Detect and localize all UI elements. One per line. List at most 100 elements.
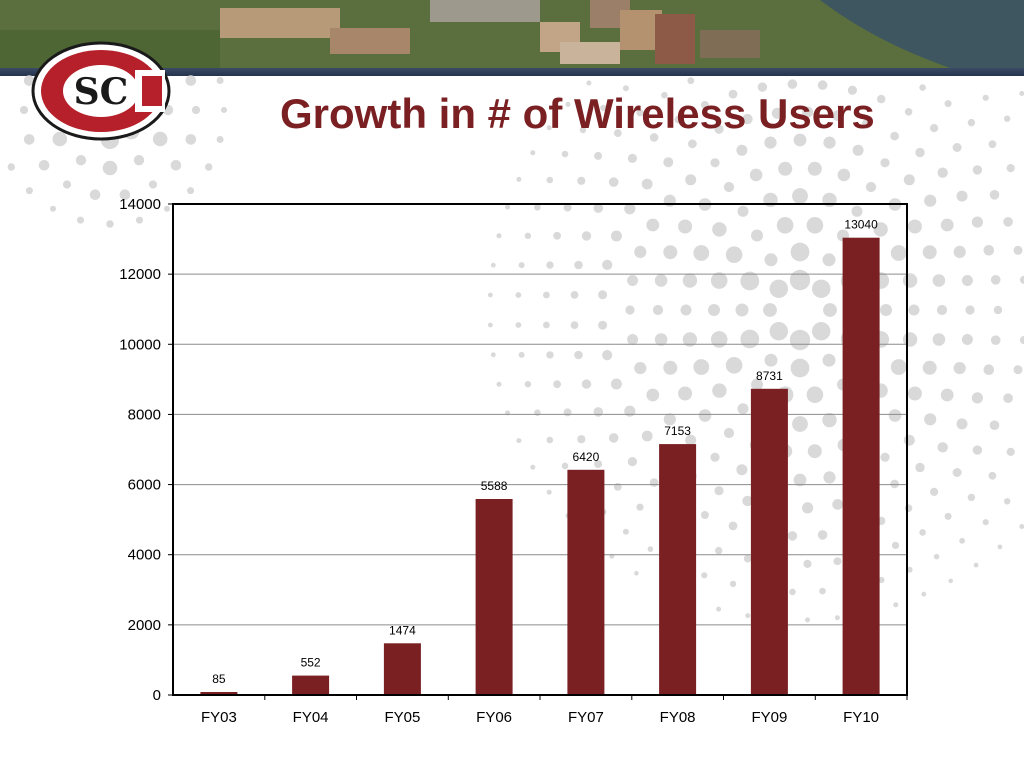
- background-dot: [613, 129, 622, 138]
- data-label-fy06: 5588: [481, 479, 508, 493]
- banner-stripe: [0, 68, 1024, 76]
- background-dot: [1019, 275, 1024, 284]
- background-dot: [865, 181, 877, 193]
- background-dot: [649, 133, 659, 142]
- background-dot: [636, 109, 644, 117]
- background-dot: [822, 253, 836, 267]
- background-dot: [647, 546, 654, 552]
- background-dot: [574, 260, 583, 270]
- background-dot: [693, 245, 710, 261]
- background-dot: [543, 321, 550, 329]
- background-dot: [62, 180, 72, 189]
- background-dot: [742, 495, 753, 507]
- background-dot: [877, 94, 886, 104]
- background-dot: [565, 101, 571, 107]
- background-dot: [940, 388, 954, 402]
- background-dot: [38, 160, 50, 171]
- background-dot: [594, 460, 603, 469]
- background-dot: [1004, 115, 1011, 122]
- plot-area-frame: [172, 203, 908, 696]
- background-dot: [790, 358, 810, 378]
- background-dot: [921, 591, 927, 597]
- background-dot: [932, 274, 946, 287]
- background-dot: [771, 107, 783, 119]
- background-dot: [680, 304, 692, 316]
- background-dot: [185, 134, 197, 145]
- background-dot: [891, 541, 900, 550]
- background-dot: [516, 438, 522, 444]
- background-dot: [983, 364, 995, 376]
- background-dot: [1006, 164, 1015, 173]
- background-dot: [990, 275, 1001, 285]
- background-dot: [959, 537, 965, 544]
- background-dot: [216, 77, 224, 84]
- bar-fy09: [750, 388, 788, 695]
- background-dot: [903, 174, 915, 186]
- background-dot: [688, 139, 697, 149]
- background-dot: [930, 487, 939, 496]
- background-dot: [817, 80, 828, 90]
- background-dot: [546, 351, 554, 359]
- background-dot: [602, 350, 613, 361]
- background-dot: [723, 181, 735, 193]
- background-dot: [880, 304, 892, 316]
- background-dot: [930, 124, 939, 133]
- background-dot: [646, 218, 660, 232]
- background-dot: [888, 409, 902, 422]
- background-dot: [993, 305, 1003, 315]
- background-dot: [948, 578, 953, 584]
- y-tick-label: 0: [153, 687, 161, 704]
- background-dot: [740, 271, 760, 291]
- background-dot: [965, 305, 975, 315]
- x-tick-label: FY07: [568, 709, 604, 726]
- background-dot: [833, 557, 842, 566]
- background-dot: [789, 329, 811, 351]
- background-dot: [924, 413, 937, 426]
- background-dot: [904, 108, 913, 116]
- background-dot: [937, 442, 948, 453]
- data-label-fy05: 1474: [389, 623, 416, 637]
- background-dot: [851, 205, 863, 217]
- x-axis-ticks: FY03 FY04 FY05 FY06 FY07 FY08 FY09 FY10: [201, 695, 908, 726]
- background-dot: [807, 161, 822, 176]
- x-tick-label: FY08: [660, 709, 696, 726]
- background-dot: [776, 217, 794, 234]
- data-labels: 85 552 1474 5588 6420 7153 8731 13040: [212, 218, 878, 686]
- background-dot: [1019, 336, 1024, 345]
- background-dot: [119, 189, 131, 200]
- x-tick-label: FY10: [843, 709, 879, 726]
- background-dot: [805, 617, 810, 623]
- background-dot: [546, 489, 552, 495]
- logo-monogram: SC: [74, 71, 129, 113]
- background-dot: [989, 420, 1000, 431]
- background-dot: [728, 89, 738, 99]
- background-dot: [570, 321, 579, 329]
- background-dot: [988, 471, 997, 480]
- background-dot: [693, 359, 710, 375]
- background-dot: [712, 222, 727, 237]
- x-tick-label: FY09: [751, 709, 787, 726]
- background-dot: [708, 304, 720, 316]
- background-dot: [553, 380, 561, 389]
- background-dot: [787, 531, 798, 541]
- background-dot: [790, 242, 810, 262]
- background-dot: [982, 94, 989, 101]
- background-dot: [823, 471, 836, 484]
- background-dot: [737, 403, 749, 415]
- background-dot: [919, 84, 926, 91]
- background-dot: [922, 360, 937, 375]
- background-dot: [922, 245, 937, 260]
- background-dot: [682, 273, 698, 288]
- background-dot: [654, 274, 668, 287]
- background-dot: [736, 144, 748, 156]
- background-dot: [932, 333, 946, 346]
- data-label-fy07: 6420: [573, 450, 600, 464]
- background-dot: [50, 205, 56, 212]
- background-dot: [594, 151, 603, 160]
- background-dot: [763, 303, 777, 317]
- background-dot: [710, 331, 728, 348]
- background-dot: [764, 253, 778, 267]
- background-dot: [148, 180, 158, 189]
- background-dot: [546, 436, 554, 444]
- background-dot: [764, 136, 777, 149]
